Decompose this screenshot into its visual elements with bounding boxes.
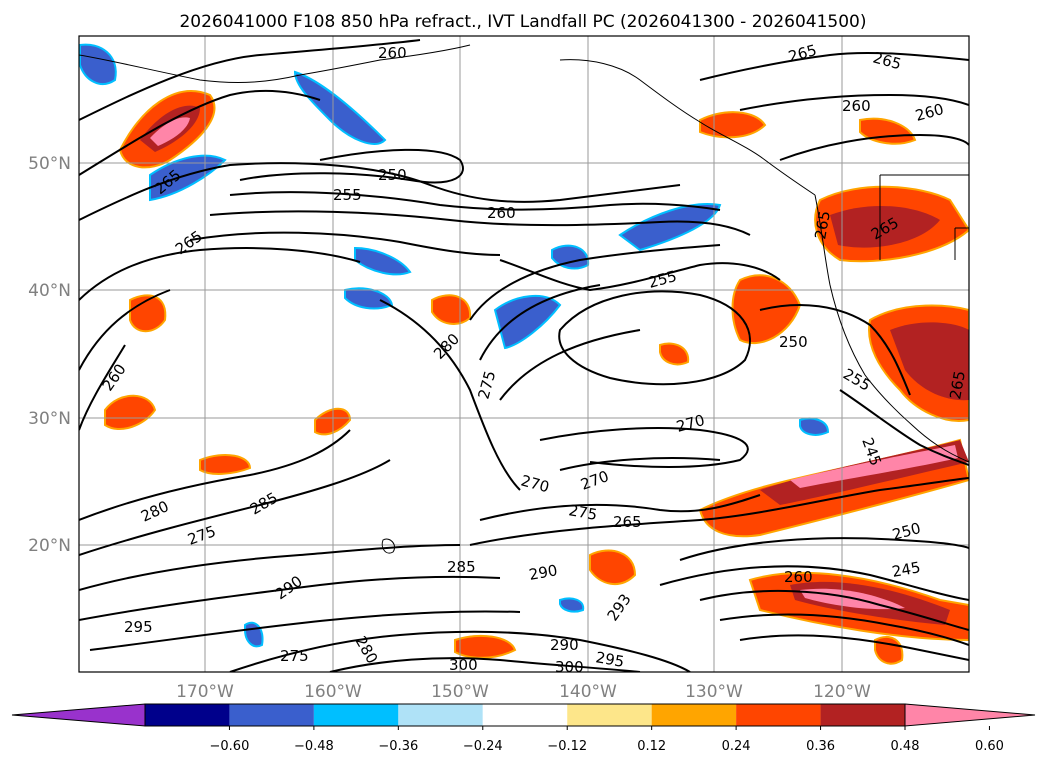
contour-label: 260 xyxy=(842,97,871,115)
lon-label: 130°W xyxy=(685,682,743,702)
contour-label: 265 xyxy=(613,513,642,531)
warm-anomaly-patch xyxy=(589,549,637,585)
contour-label: 285 xyxy=(447,558,476,576)
contour-label: 255 xyxy=(333,186,362,204)
colorbar-tick-label: 0.60 xyxy=(975,739,1004,754)
coastlines xyxy=(79,44,969,554)
lon-label: 140°W xyxy=(559,682,617,702)
lon-label: 160°W xyxy=(304,682,362,702)
contour-label: 260 xyxy=(784,568,813,586)
contour-label: 275 xyxy=(567,501,598,524)
cool-anomaly-patch xyxy=(79,43,117,85)
colorbar-swatch xyxy=(651,704,737,726)
longitude-labels: 170°W 160°W 150°W 140°W 130°W 120°W xyxy=(176,682,871,702)
peak-anomaly-patch xyxy=(150,117,190,146)
colorbar-tick-label: 0.24 xyxy=(722,739,751,754)
map-background xyxy=(79,36,969,672)
colorbar-tick-label: −0.12 xyxy=(547,739,587,754)
colorbar-swatch xyxy=(736,704,821,726)
contour-label: 300 xyxy=(449,656,478,674)
contour-label: 295 xyxy=(594,648,625,671)
contour-label: 260 xyxy=(487,204,516,222)
contour-label: 245 xyxy=(891,558,922,581)
colorbar-swatch xyxy=(398,704,483,726)
lat-label: 50°N xyxy=(28,154,71,174)
warm-anomaly-patch xyxy=(874,635,904,665)
lat-label: 20°N xyxy=(28,536,71,556)
lon-label: 150°W xyxy=(431,682,489,702)
cool-anomaly-patch xyxy=(354,246,412,276)
figure-title: 2026041000 F108 850 hPa refract., IVT La… xyxy=(179,12,866,32)
colorbar-tick-label: −0.48 xyxy=(294,739,334,754)
colorbar-swatch xyxy=(567,704,652,726)
gridlines xyxy=(79,36,969,672)
cool-anomaly-patch xyxy=(559,597,585,613)
cool-anomaly-patch xyxy=(493,294,562,350)
cool-anomaly-patch xyxy=(799,417,830,436)
colorbar: −0.60 −0.48 −0.36 −0.24 −0.12 0.12 0.24 0.36 0.4… xyxy=(11,703,1036,754)
map-frame xyxy=(78,35,970,673)
contour-label: 265 xyxy=(946,369,969,400)
colorbar-frame xyxy=(144,703,906,727)
colorbar-tick-label: 0.36 xyxy=(806,739,835,754)
colorbar-tick-label: −0.60 xyxy=(210,739,250,754)
contour-label: 275 xyxy=(280,647,309,665)
strong-anomaly-patch xyxy=(890,322,969,401)
latitude-labels: 50°N 40°N 30°N 20°N xyxy=(28,154,71,556)
warm-anomaly-patch xyxy=(199,453,252,475)
warm-anomaly-patch xyxy=(659,342,690,366)
warm-anomaly-patch xyxy=(431,294,472,325)
warm-anomaly-patch xyxy=(454,634,517,659)
colorbar-tick-label: −0.36 xyxy=(378,739,418,754)
cool-anomaly-patch xyxy=(149,154,227,202)
colorbar-tick-label: 0.12 xyxy=(637,739,666,754)
cool-anomaly-patch xyxy=(618,203,722,252)
contour-label: 300 xyxy=(555,658,584,676)
lat-label: 40°N xyxy=(28,281,71,301)
peak-anomaly-patch xyxy=(790,445,958,488)
lat-label: 30°N xyxy=(28,409,71,429)
contour-label: 250 xyxy=(779,333,808,351)
colorbar-extend-low xyxy=(11,703,146,727)
lon-label: 120°W xyxy=(813,682,871,702)
colorbar-swatch xyxy=(313,704,399,726)
contour-label: 250 xyxy=(378,166,407,184)
refractivity-contours xyxy=(79,39,969,672)
colorbar-swatch xyxy=(820,704,905,726)
strong-anomaly-patch xyxy=(830,205,940,248)
contour-label: 290 xyxy=(528,561,559,584)
colorbar-swatch xyxy=(482,704,568,726)
contour-label: 295 xyxy=(124,618,153,636)
warm-anomaly-patch xyxy=(104,394,157,430)
colorbar-tick-label: −0.24 xyxy=(463,739,503,754)
colorbar-swatch xyxy=(229,704,314,726)
contour-label: 265 xyxy=(811,209,834,240)
contour-label: 290 xyxy=(550,636,579,654)
cool-anomaly-patch xyxy=(344,287,394,310)
colorbar-extend-high xyxy=(904,703,1036,727)
contour-label: 260 xyxy=(378,44,407,62)
colorbar-swatch xyxy=(145,704,230,726)
lon-label: 170°W xyxy=(176,682,234,702)
colorbar-tick-label: 0.48 xyxy=(891,739,920,754)
